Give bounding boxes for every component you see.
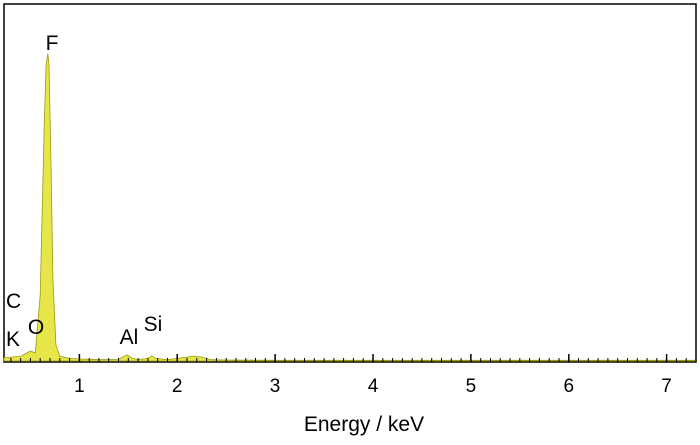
spectrum-area-0 (3, 53, 697, 362)
x-axis-title: Energy / keV (304, 413, 424, 436)
x-tick-label: 4 (368, 376, 379, 397)
peak-label-k: K (6, 328, 20, 351)
x-tick-label: 6 (564, 376, 575, 397)
peak-label-al: Al (120, 326, 139, 349)
plot-frame (3, 3, 697, 363)
peak-label-c: C (6, 290, 21, 313)
x-tick-label: 3 (270, 376, 281, 397)
x-tick-label: 5 (466, 376, 477, 397)
x-axis-ticks (10, 354, 697, 362)
peak-label-o: O (28, 316, 44, 339)
x-tick-label: 1 (74, 376, 85, 397)
x-axis-tick-labels: 1 2 3 4 5 6 7 (74, 376, 672, 397)
spectrum-series (3, 53, 697, 362)
x-tick-label: 2 (172, 376, 183, 397)
peak-label-si: Si (144, 313, 163, 336)
peak-label-f: F (46, 32, 59, 55)
x-tick-label: 7 (661, 376, 672, 397)
